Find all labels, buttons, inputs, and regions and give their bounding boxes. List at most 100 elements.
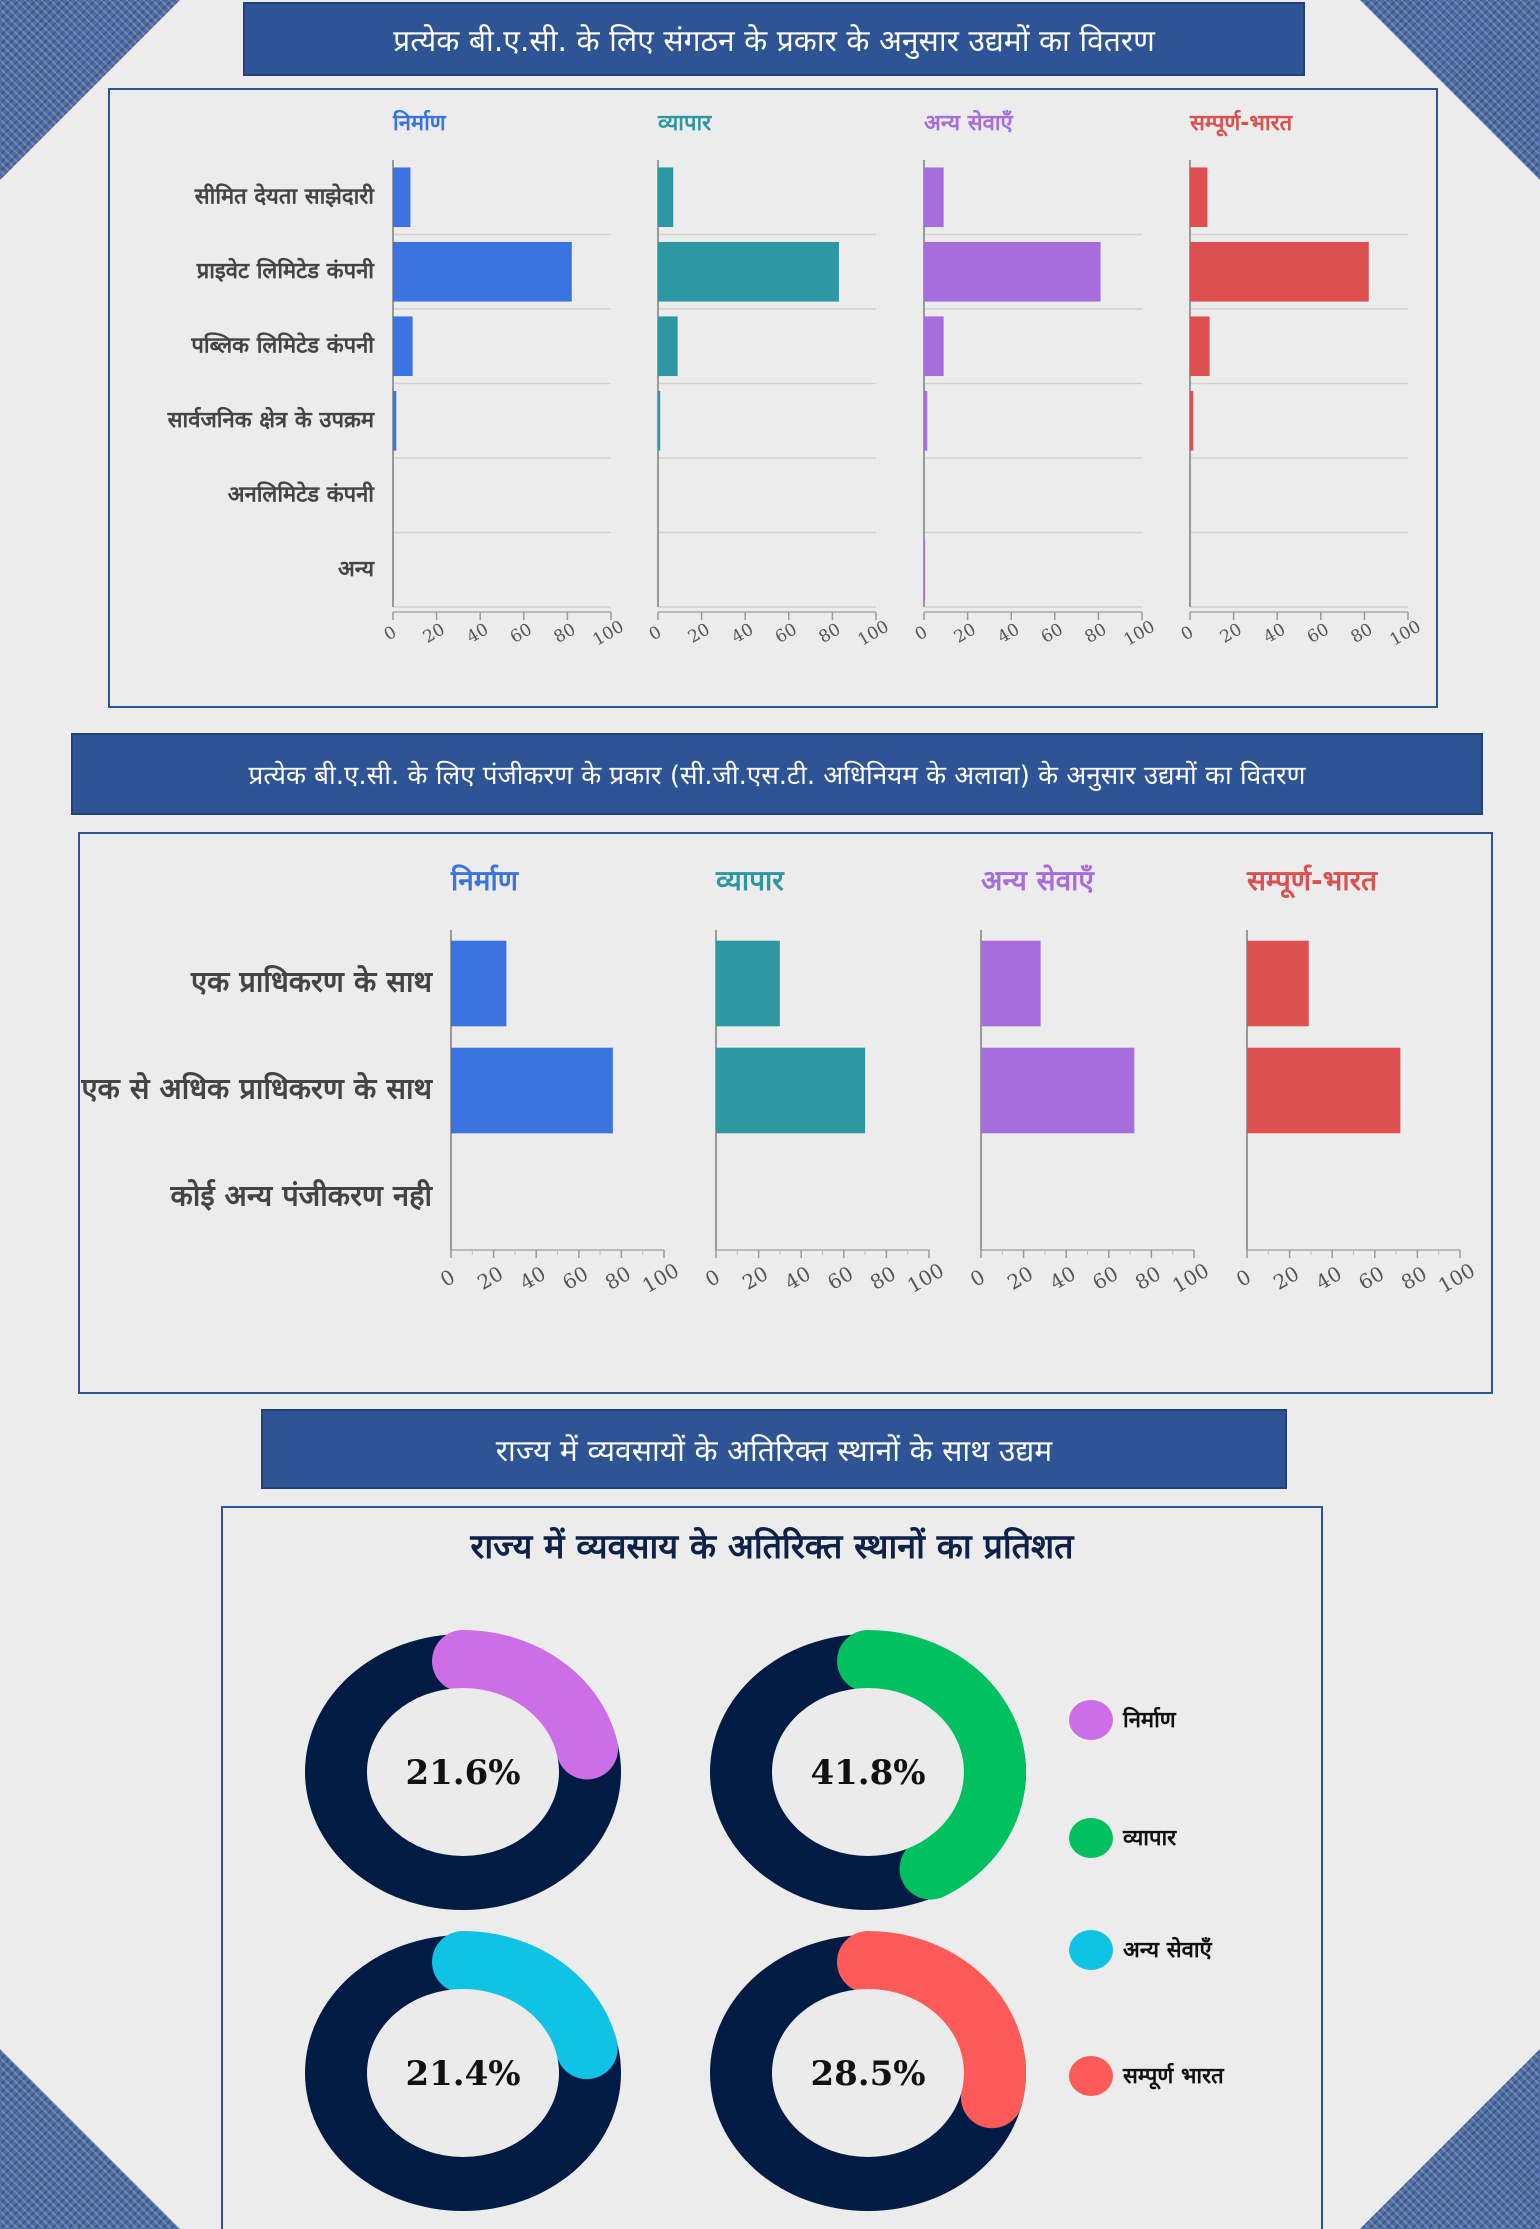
bar	[924, 167, 944, 228]
bar	[451, 1047, 613, 1134]
x-tick-label: 100	[854, 617, 892, 651]
donut-hole	[367, 1688, 559, 1856]
bar	[451, 940, 507, 1027]
corner-decoration	[1360, 2049, 1540, 2229]
section2-banner: प्रत्येक बी.ए.सी. के लिए पंजीकरण के प्रक…	[71, 733, 1483, 815]
bar	[393, 167, 411, 228]
x-tick-label: 40	[994, 620, 1023, 648]
x-tick-label: 100	[1120, 617, 1158, 651]
x-tick-label: 0	[912, 622, 931, 645]
x-tick-label: 0	[701, 1264, 724, 1291]
bar	[658, 390, 661, 451]
x-tick-label: 20	[1003, 1261, 1037, 1295]
legend-swatch	[1069, 1818, 1113, 1858]
bar	[658, 316, 678, 377]
section1-banner-text: प्रत्येक बी.ए.सी. के लिए संगठन के प्रकार…	[393, 23, 1155, 59]
donut-value-label: 41.8%	[810, 1753, 925, 1793]
x-tick-label: 20	[738, 1261, 772, 1295]
legend-swatch	[1069, 1700, 1113, 1740]
donut-charts: 21.6% 41.8% 21.4% 28.5% निर्माण व्यापार अन्य स…	[305, 1630, 1225, 2211]
x-tick-label: 40	[463, 620, 492, 648]
category-label: अन्य	[338, 557, 375, 582]
category-label: एक से अधिक प्राधिकरण के साथ	[80, 1072, 433, 1106]
x-tick-label: 80	[1397, 1261, 1431, 1295]
x-tick-label: 60	[1304, 620, 1333, 648]
category-label: अनलिमिटेड कंपनी	[228, 480, 376, 507]
x-tick-label: 80	[1082, 620, 1111, 648]
bar	[924, 241, 1101, 302]
bar	[924, 390, 928, 451]
section3-banner: राज्य में व्यवसायों के अतिरिक्त स्थानों …	[261, 1409, 1287, 1489]
donut-value-label: 21.4%	[405, 2054, 520, 2094]
x-tick-label: 80	[601, 1261, 635, 1295]
x-tick-label: 20	[473, 1261, 507, 1295]
bar	[393, 390, 397, 451]
donut-value-label: 21.6%	[405, 1753, 520, 1793]
x-tick-label: 60	[507, 620, 536, 648]
x-tick-label: 80	[1131, 1261, 1165, 1295]
bar	[716, 1047, 866, 1134]
bar	[716, 940, 780, 1027]
org-type-chart: सीमित देयता साझेदारी प्राइवेट लिमिटेड कंप…	[167, 109, 1425, 651]
category-label: कोई अन्य पंजीकरण नही	[170, 1179, 434, 1213]
bar	[924, 539, 926, 600]
x-tick-label: 100	[1168, 1258, 1213, 1298]
bar	[658, 167, 674, 228]
x-tick-label: 0	[436, 1264, 459, 1291]
x-tick-label: 60	[1354, 1261, 1388, 1295]
org-type-chart-panel: सीमित देयता साझेदारी प्राइवेट लिमिटेड कंप…	[108, 88, 1438, 708]
category-label: एक प्राधिकरण के साथ	[190, 965, 433, 999]
series-title: सम्पूर्ण-भारत	[1246, 864, 1378, 899]
bar	[393, 316, 413, 377]
donut-chart-title: राज्य में व्यवसाय के अतिरिक्त स्थानों का…	[470, 1527, 1074, 1567]
series-title: व्यापार	[657, 111, 712, 136]
series-title: सम्पूर्ण-भारत	[1189, 109, 1294, 137]
x-tick-label: 100	[589, 617, 627, 651]
x-tick-label: 20	[951, 620, 980, 648]
section3-banner-text: राज्य में व्यवसायों के अतिरिक्त स्थानों …	[495, 1433, 1053, 1469]
series-title: निर्माण	[450, 864, 520, 897]
bar	[981, 940, 1041, 1027]
x-tick-label: 60	[1088, 1261, 1122, 1295]
legend-label: सम्पूर्ण भारत	[1122, 2062, 1225, 2090]
section1-banner: प्रत्येक बी.ए.सी. के लिए संगठन के प्रकार…	[243, 2, 1305, 76]
x-tick-label: 40	[516, 1261, 550, 1295]
bar	[1190, 390, 1194, 451]
donut-segment	[432, 1630, 619, 1780]
legend-swatch	[1069, 2056, 1113, 2096]
category-label: पब्लिक लिमिटेड कंपनी	[190, 331, 375, 358]
bar	[1247, 940, 1309, 1027]
x-tick-label: 40	[1260, 620, 1289, 648]
series-title: अन्य सेवाएँ	[924, 109, 1014, 136]
bar	[1190, 167, 1208, 228]
bar	[1247, 1047, 1401, 1134]
x-tick-label: 40	[728, 620, 757, 648]
x-tick-label: 60	[1038, 620, 1067, 648]
x-tick-label: 80	[551, 620, 580, 648]
bar	[1190, 241, 1369, 302]
donut-segment	[837, 1931, 1026, 2129]
legend-label: व्यापार	[1122, 1826, 1177, 1851]
x-tick-label: 0	[646, 622, 665, 645]
legend-label: अन्य सेवाएँ	[1123, 1936, 1213, 1963]
registration-chart-panel: एक प्राधिकरण के साथ एक से अधिक प्राधिकरण …	[78, 832, 1493, 1394]
donut-hole	[772, 1989, 964, 2157]
bar	[924, 316, 944, 377]
additional-locations-panel: राज्य में व्यवसाय के अतिरिक्त स्थानों का…	[221, 1506, 1323, 2229]
x-tick-label: 80	[866, 1261, 900, 1295]
x-tick-label: 20	[1269, 1261, 1303, 1295]
x-tick-label: 80	[816, 620, 845, 648]
x-tick-label: 100	[1434, 1258, 1479, 1298]
donut-hole	[367, 1989, 559, 2157]
category-label: सार्वजनिक क्षेत्र के उपक्रम	[167, 406, 375, 433]
x-tick-label: 20	[685, 620, 714, 648]
x-tick-label: 80	[1348, 620, 1377, 648]
x-tick-label: 60	[558, 1261, 592, 1295]
x-tick-label: 60	[823, 1261, 857, 1295]
series-title: निर्माण	[392, 109, 447, 136]
x-tick-label: 0	[966, 1264, 989, 1291]
donut-segment	[837, 1630, 1026, 1900]
x-tick-label: 100	[1386, 617, 1424, 651]
donut-hole	[772, 1688, 964, 1856]
section2-banner-text: प्रत्येक बी.ए.सी. के लिए पंजीकरण के प्रक…	[248, 761, 1306, 791]
